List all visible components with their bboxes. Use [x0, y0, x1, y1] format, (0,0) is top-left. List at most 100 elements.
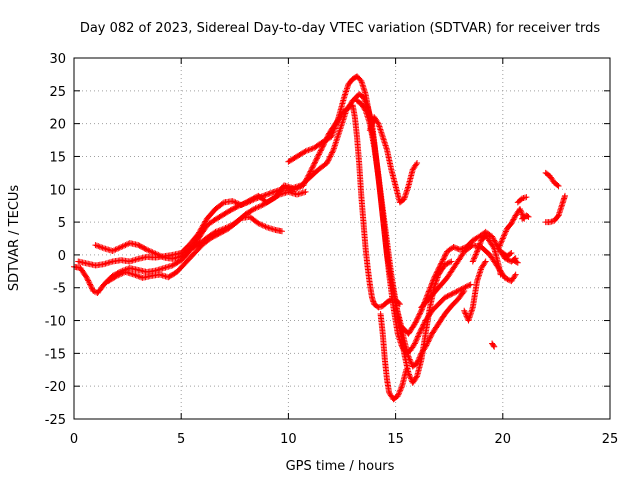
data-point: [395, 390, 402, 397]
data-point: [325, 156, 332, 163]
data-point: [414, 160, 421, 167]
data-point: [88, 284, 95, 291]
data-point: [476, 241, 483, 248]
data-point: [475, 244, 482, 251]
data-point: [333, 121, 340, 128]
data-point: [474, 247, 481, 254]
data-point: [413, 336, 420, 343]
data-point: [453, 245, 460, 252]
data-point: [328, 132, 335, 139]
data-point: [450, 244, 457, 251]
data-point: [516, 205, 523, 212]
data-point: [470, 257, 477, 264]
data-point: [454, 288, 461, 295]
data-point: [256, 221, 263, 228]
data-point: [92, 242, 99, 249]
data-point: [432, 272, 439, 279]
y-tick-label: -5: [53, 282, 66, 297]
data-point: [255, 220, 262, 227]
data-point: [330, 128, 337, 135]
data-point: [472, 252, 479, 259]
data-point: [508, 249, 515, 256]
data-series: [71, 102, 403, 311]
data-point: [145, 247, 152, 254]
data-point: [435, 265, 442, 272]
data-point: [394, 393, 401, 400]
x-tick-labels: 0 5 10 15 20 25: [70, 432, 618, 447]
data-point: [414, 334, 421, 341]
data-point: [496, 243, 503, 250]
data-point: [477, 240, 484, 247]
data-point: [465, 282, 472, 289]
data-point: [436, 264, 443, 271]
data-point: [112, 246, 119, 253]
data-point: [461, 309, 468, 316]
data-point: [233, 200, 240, 207]
data-point: [460, 289, 467, 296]
data-point: [85, 277, 92, 284]
data-point: [438, 260, 445, 267]
data-point: [473, 250, 480, 257]
data-point: [159, 253, 166, 260]
data-point: [306, 146, 313, 153]
data-point: [85, 278, 92, 285]
data-point: [443, 261, 450, 268]
y-tick-label: -20: [45, 380, 66, 395]
data-series: [354, 97, 455, 386]
data-point: [308, 167, 315, 174]
data-point: [259, 222, 266, 229]
data-point: [302, 148, 309, 155]
data-point: [302, 188, 309, 195]
data-point: [313, 155, 320, 162]
data-point: [462, 310, 469, 317]
data-point: [334, 118, 341, 125]
data-point: [396, 388, 403, 395]
data-point: [313, 156, 320, 163]
data-point: [412, 339, 419, 346]
data-point: [456, 246, 463, 253]
data-point: [438, 259, 445, 266]
data-point: [442, 252, 449, 259]
data-point: [457, 286, 464, 293]
data-point: [308, 165, 315, 172]
data-point: [314, 154, 321, 161]
data-point: [261, 223, 268, 230]
data-point: [329, 148, 336, 155]
data-point: [498, 238, 505, 245]
data-point: [303, 147, 310, 154]
data-point: [501, 232, 508, 239]
data-point: [118, 244, 125, 251]
data-point: [507, 250, 514, 257]
data-point: [116, 244, 123, 251]
data-series: [514, 194, 530, 206]
data-point: [524, 213, 531, 220]
data-point: [448, 258, 455, 265]
data-point: [305, 147, 312, 154]
data-point: [461, 288, 468, 295]
data-point: [414, 333, 421, 340]
x-tick-label: 0: [70, 432, 78, 447]
data-point: [407, 374, 414, 381]
data-point: [231, 198, 238, 205]
data-point: [229, 198, 236, 205]
data-point: [310, 163, 317, 170]
data-point: [490, 342, 497, 349]
data-point: [433, 269, 440, 276]
data-point: [496, 242, 503, 249]
data-point: [328, 150, 335, 157]
data-point: [489, 234, 496, 241]
data-point: [503, 275, 510, 282]
data-point: [333, 120, 340, 127]
data-point: [509, 217, 516, 224]
data-point: [454, 245, 461, 252]
y-tick-label: 30: [49, 52, 66, 67]
data-point: [397, 387, 404, 394]
data-point: [413, 318, 420, 325]
data-series: [461, 258, 489, 324]
data-point: [462, 284, 469, 291]
data-point: [499, 235, 506, 242]
data-point: [315, 152, 322, 159]
data-point: [316, 150, 323, 157]
data-point: [523, 194, 530, 201]
